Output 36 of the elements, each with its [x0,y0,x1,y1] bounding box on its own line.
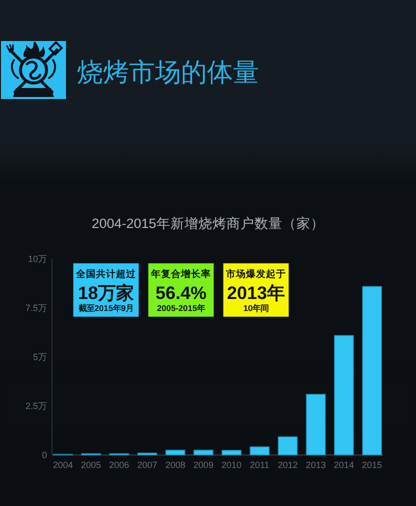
x-tick-label: 2007 [137,460,158,470]
y-tick-label: 0 [42,450,47,460]
annotation: 18万家 [78,283,134,303]
bar [278,436,298,456]
x-tick-label: 2014 [334,460,354,470]
x-tick-label: 2009 [193,460,214,470]
x-tick-label: 2006 [109,460,130,470]
annotation: 截至2015年9月 [77,303,134,313]
y-tick-label: 2.5万 [25,401,47,412]
x-tick-label: 2015 [362,460,382,470]
bar [222,450,242,456]
bar [193,450,214,456]
annotation: 全国共计超过 [75,268,137,280]
annotation: 56.4% [155,283,207,303]
y-tick-label: 10万 [28,254,47,264]
bar [250,446,270,456]
annotation: 年复合增长率 [150,268,211,280]
bar [165,450,186,456]
bar [334,335,354,456]
y-tick-label: 7.5万 [25,303,47,314]
annotation: 2013年 [226,283,286,303]
x-tick-label: 2008 [165,460,186,470]
x-tick-label: 2011 [250,460,270,470]
y-tick-label: 5万 [32,352,47,362]
chart-title: 烧烤市场的体量 [77,57,259,87]
chart-subtitle: 2004-2015年新增烧烤商户数量（家） [92,216,324,231]
annotation: 10年间 [243,303,269,313]
bar [362,286,382,456]
annotation: 2005-2015年 [156,303,206,313]
annotation: 市场爆发起于 [225,268,286,280]
bar [306,394,326,456]
x-tick-label: 2004 [52,460,73,470]
x-tick-label: 2005 [81,460,102,470]
x-tick-label: 2013 [306,460,326,470]
x-tick-label: 2010 [222,460,242,470]
x-tick-label: 2012 [278,460,298,470]
